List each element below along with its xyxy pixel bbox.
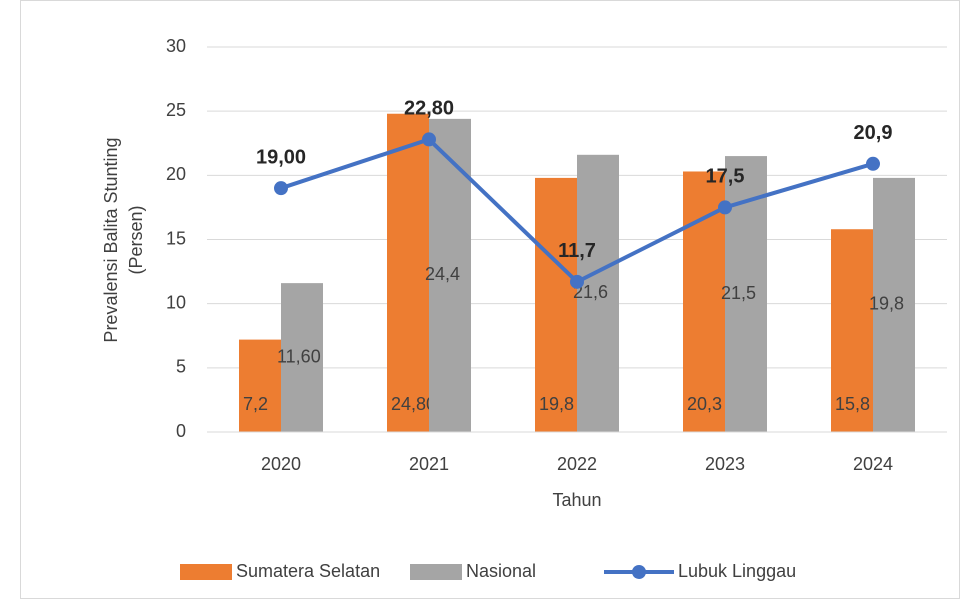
bar: [535, 177, 577, 432]
data-label: 20,3: [687, 394, 722, 414]
y-axis-title-line: (Persen): [126, 205, 146, 274]
y-axis-title: Prevalensi Balita Stunting (Persen): [101, 137, 146, 342]
y-axis-title-line: Prevalensi Balita Stunting: [101, 137, 121, 342]
bar: [873, 177, 915, 432]
line-marker: [570, 274, 584, 289]
x-tick-label: 2021: [409, 454, 449, 474]
legend-label: Sumatera Selatan: [236, 561, 380, 581]
y-tick-label: 30: [166, 36, 186, 56]
line-marker: [422, 132, 436, 147]
data-label: 24,80: [391, 394, 436, 414]
legend-label: Lubuk Linggau: [678, 561, 796, 581]
y-tick-label: 25: [166, 100, 186, 120]
y-tick-label: 5: [176, 357, 186, 377]
bar: [239, 339, 281, 432]
x-tick-label: 2020: [261, 454, 301, 474]
data-label: 24,4: [425, 264, 460, 284]
data-label: 19,8: [869, 294, 904, 314]
data-label: 11,7: [558, 240, 596, 262]
legend-swatch: [410, 564, 462, 580]
data-label: 21,6: [573, 282, 608, 302]
x-tick-label: 2024: [853, 454, 893, 474]
line-marker: [274, 181, 288, 196]
bar: [281, 283, 323, 432]
y-tick-label: 0: [176, 421, 186, 441]
data-label: 19,00: [256, 146, 306, 168]
line-marker: [866, 156, 880, 171]
x-axis-title: Tahun: [552, 490, 601, 510]
data-label: 17,5: [706, 166, 745, 188]
y-tick-label: 20: [166, 164, 186, 184]
y-tick-label: 10: [166, 292, 186, 312]
x-tick-label: 2023: [705, 454, 745, 474]
chart-border: [20, 0, 960, 599]
data-label: 11,60: [277, 346, 321, 366]
data-label: 20,9: [854, 122, 893, 144]
legend-swatch: [180, 564, 232, 580]
data-label: 22,80: [404, 98, 454, 120]
bar: [577, 154, 619, 433]
bar: [387, 113, 429, 432]
legend-label: Nasional: [466, 561, 536, 581]
data-label: 7,2: [243, 394, 268, 414]
legend-marker: [632, 565, 646, 579]
bar: [683, 171, 725, 432]
y-tick-label: 15: [166, 228, 186, 248]
line-marker: [718, 200, 732, 215]
x-tick-label: 2022: [557, 454, 597, 474]
data-label: 21,5: [721, 283, 756, 303]
data-label: 15,8: [835, 394, 870, 414]
data-label: 19,8: [539, 394, 574, 414]
bar: [831, 229, 873, 432]
